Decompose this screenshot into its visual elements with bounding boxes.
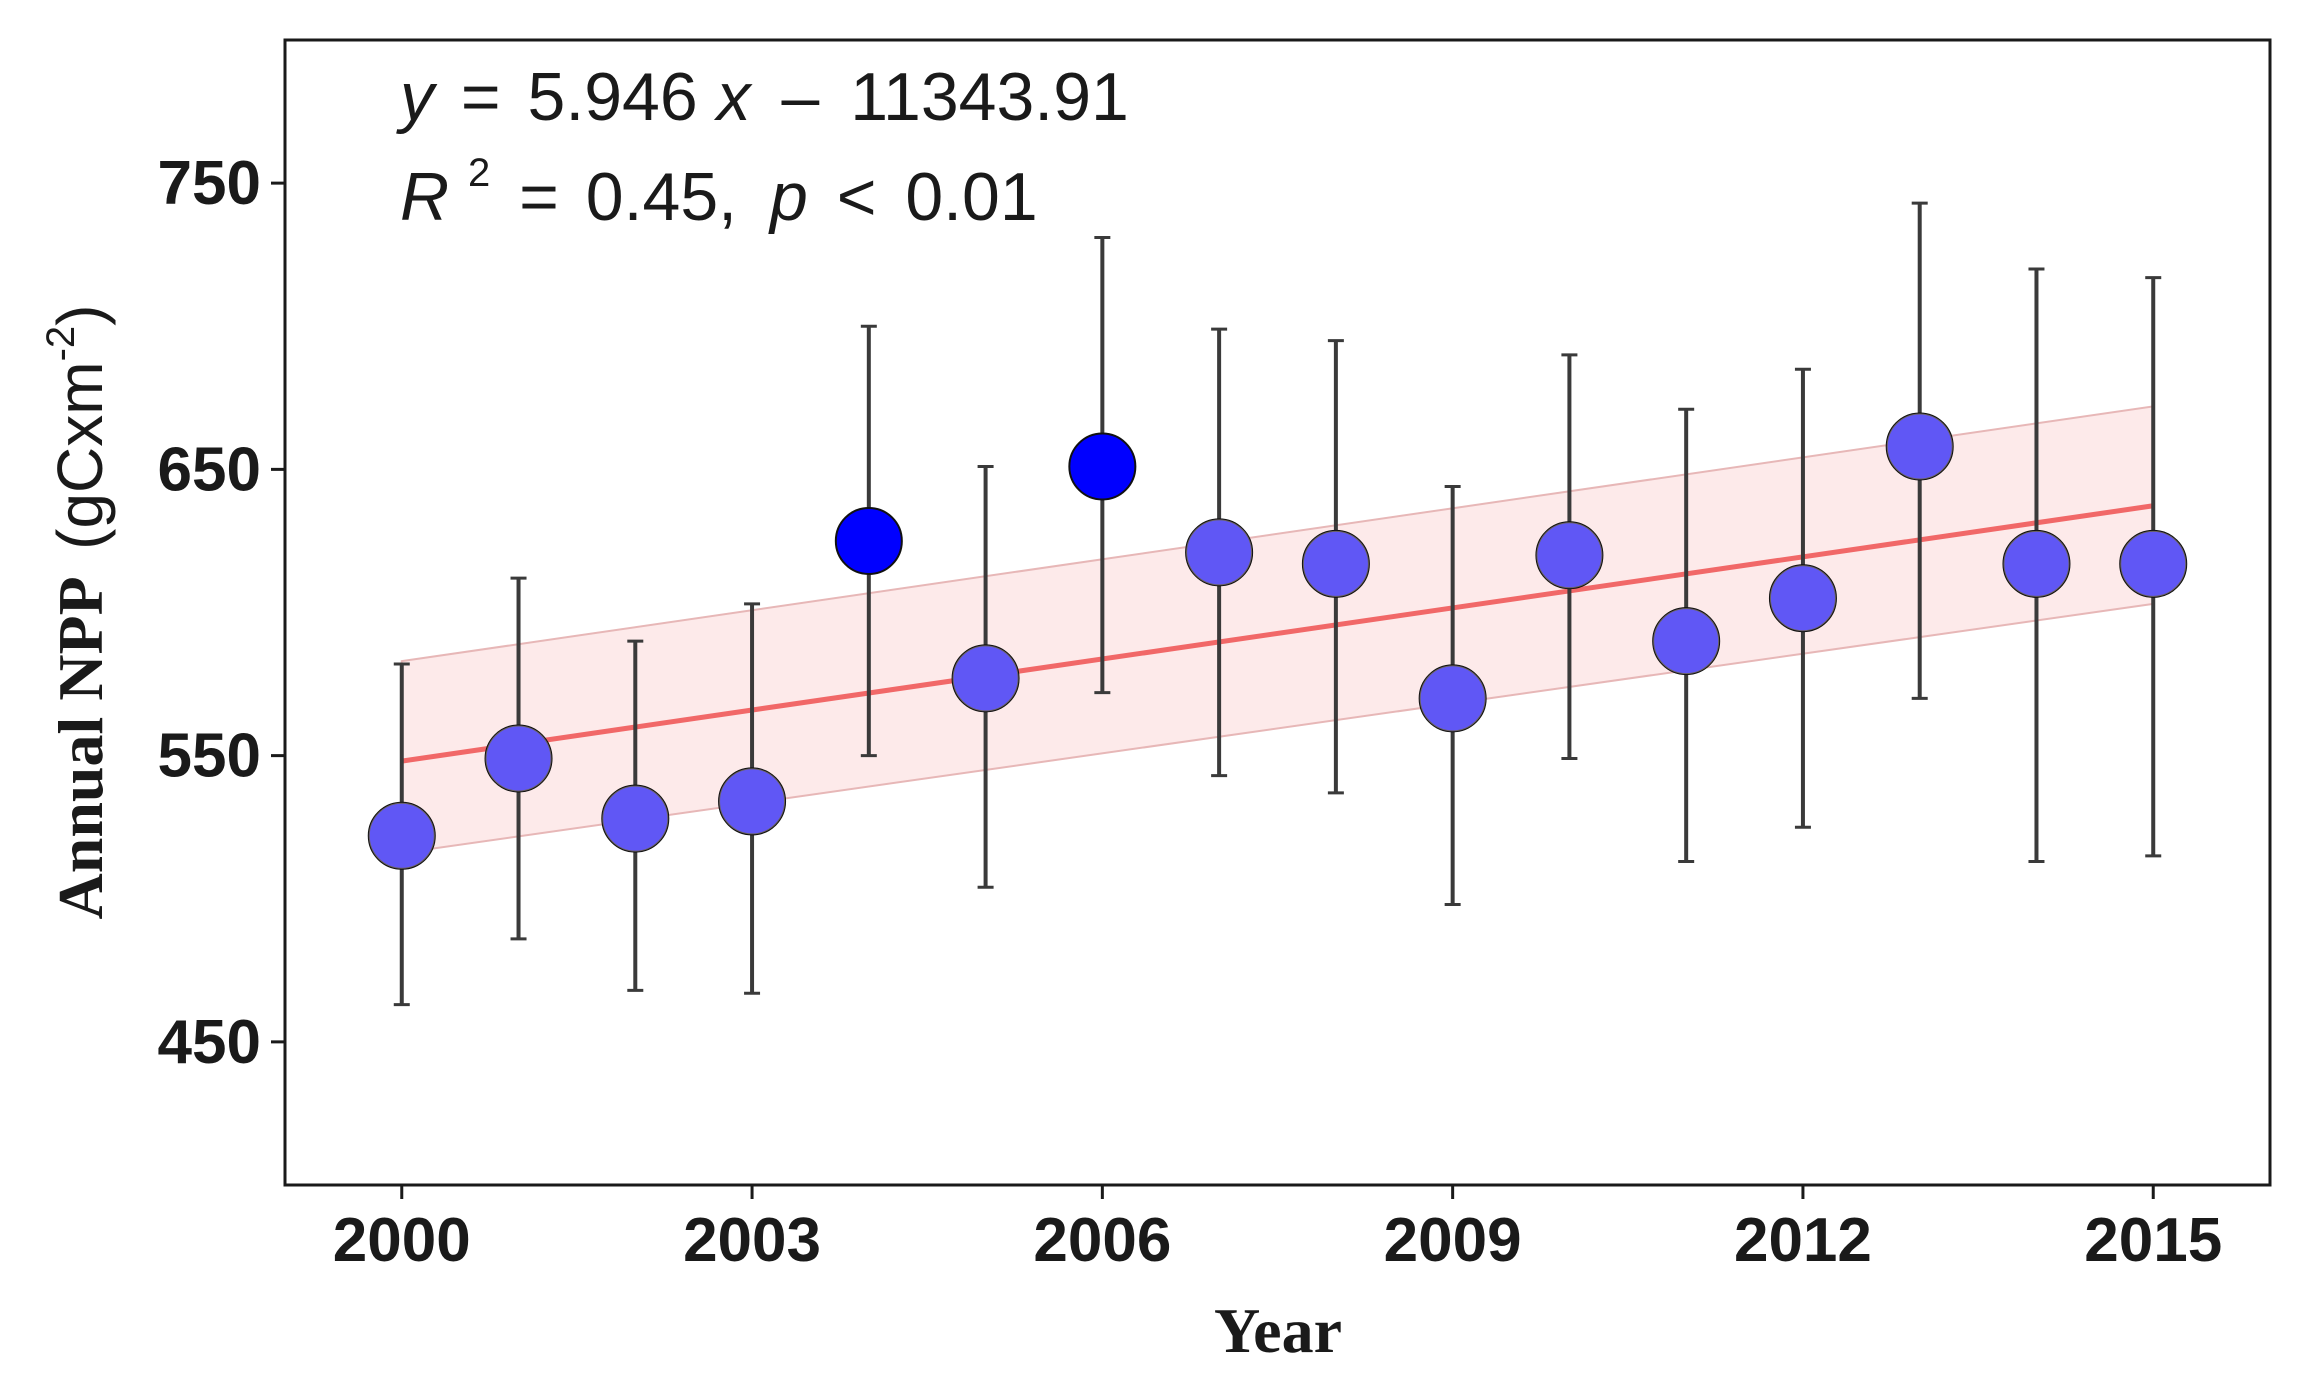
data-point: [718, 767, 787, 836]
data-point: [1301, 529, 1370, 598]
data-point-band-overlay: [485, 725, 552, 792]
data-point-band-overlay: [2003, 530, 2070, 597]
y-axis: 450 550 650 750: [158, 149, 285, 1077]
y-tick-label: 650: [158, 435, 261, 504]
regression-line: [401, 503, 2154, 764]
data-point: [601, 784, 670, 853]
x-axis: 2000 2003 2006 2009 2012 2015: [333, 1185, 2222, 1275]
data-point-band-overlay: [1419, 665, 1486, 732]
data-point-band-overlay: [952, 645, 1019, 712]
data-point-band-overlay: [1186, 519, 1253, 586]
data-point-band-overlay: [719, 768, 786, 835]
data-point: [1068, 432, 1137, 501]
y-tick-label: 550: [158, 722, 261, 791]
data-point: [1652, 607, 1721, 676]
x-tick-label: 2006: [1033, 1206, 1171, 1275]
data-point-band-overlay: [1302, 530, 1369, 597]
data-point: [1418, 664, 1487, 733]
data-point-band-overlay: [1653, 608, 1720, 675]
x-tick-label: 2015: [2084, 1206, 2222, 1275]
x-tick-label: 2009: [1384, 1206, 1522, 1275]
data-point: [1768, 564, 1837, 633]
data-point-band-overlay: [602, 785, 669, 852]
data-point: [951, 644, 1020, 713]
data-point: [1535, 521, 1604, 590]
data-point-band-overlay: [1769, 565, 1836, 632]
x-tick-label: 2012: [1734, 1206, 1872, 1275]
y-tick-label: 450: [158, 1008, 261, 1077]
data-point: [484, 724, 553, 793]
data-point: [834, 506, 903, 575]
data-point: [367, 801, 436, 870]
y-axis-title: Annual NPP (gCxm-2): [39, 305, 116, 920]
x-tick-label: 2000: [333, 1206, 471, 1275]
data-point-band-overlay: [2120, 530, 2187, 597]
data-point: [2002, 529, 2071, 598]
data-point-band-overlay: [1536, 522, 1603, 589]
regression-equation: y = 5.946 x – 11343.91: [396, 59, 1129, 135]
points-layer: [367, 412, 2188, 870]
regression-stats: R 2 = 0.45, p < 0.01: [400, 125, 1038, 235]
data-point: [1185, 518, 1254, 587]
x-axis-title: Year: [1214, 1295, 1342, 1366]
x-tick-label: 2003: [683, 1206, 821, 1275]
y-tick-label: 750: [158, 149, 261, 218]
data-point-band-overlay: [1886, 413, 1953, 480]
data-point-band-overlay: [368, 802, 435, 869]
data-point: [2119, 529, 2188, 598]
data-point: [1885, 412, 1954, 481]
